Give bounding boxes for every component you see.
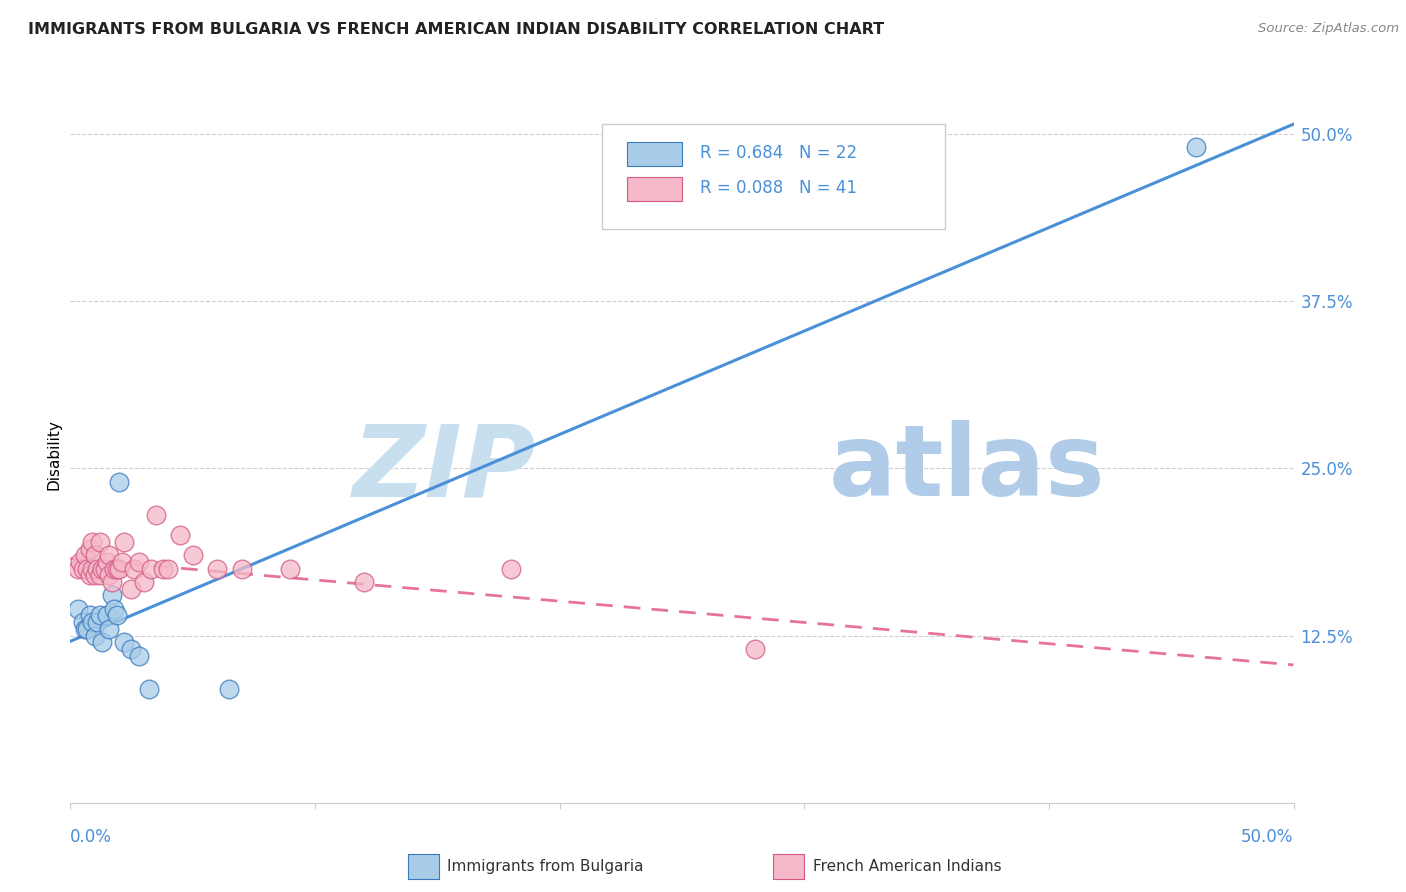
Point [169, 528, 191, 542]
Point [79, 541, 101, 556]
Point [121, 642, 143, 657]
Point [91, 635, 114, 649]
Point [98, 568, 121, 582]
Text: R = 0.684   N = 22: R = 0.684 N = 22 [700, 144, 858, 162]
Point [145, 508, 167, 523]
Point [91, 562, 114, 576]
Point [69, 555, 91, 569]
Point [101, 575, 124, 590]
Point [101, 589, 124, 603]
Point [499, 562, 522, 576]
Point [89, 535, 111, 549]
Point [79, 568, 101, 582]
Point [103, 562, 125, 576]
Text: R = 0.088   N = 41: R = 0.088 N = 41 [700, 178, 858, 197]
Point [98, 622, 121, 636]
Point [152, 562, 174, 576]
Point [83, 548, 105, 563]
Point [103, 602, 125, 616]
Point [79, 608, 101, 623]
Point [138, 681, 160, 696]
FancyBboxPatch shape [602, 124, 945, 229]
Point [98, 548, 121, 563]
Point [121, 582, 143, 596]
Point [205, 562, 228, 576]
Point [108, 475, 131, 489]
Point [280, 562, 302, 576]
Point [89, 568, 111, 582]
Point [89, 608, 111, 623]
Point [112, 635, 135, 649]
Point [96, 608, 118, 623]
Point [82, 535, 104, 549]
Text: atlas: atlas [828, 420, 1105, 517]
Point [76, 562, 98, 576]
Point [128, 648, 150, 663]
Point [83, 568, 105, 582]
Point [83, 628, 105, 642]
Point [231, 562, 253, 576]
Point [93, 562, 115, 576]
FancyBboxPatch shape [627, 177, 682, 201]
Text: 0.0%: 0.0% [70, 828, 112, 846]
Point [82, 562, 104, 576]
Point [86, 562, 108, 576]
Point [72, 615, 94, 630]
Point [157, 562, 180, 576]
Point [96, 555, 118, 569]
Point [111, 555, 134, 569]
Point [181, 548, 204, 563]
Point [105, 562, 128, 576]
Point [82, 615, 104, 630]
Point [112, 535, 135, 549]
Point [66, 562, 89, 576]
Point [108, 562, 131, 576]
Point [122, 562, 145, 576]
Text: 50.0%: 50.0% [1241, 828, 1294, 846]
Point [132, 575, 155, 590]
Text: Immigrants from Bulgaria: Immigrants from Bulgaria [447, 859, 644, 873]
Text: IMMIGRANTS FROM BULGARIA VS FRENCH AMERICAN INDIAN DISABILITY CORRELATION CHART: IMMIGRANTS FROM BULGARIA VS FRENCH AMERI… [28, 22, 884, 37]
FancyBboxPatch shape [627, 142, 682, 166]
Text: Source: ZipAtlas.com: Source: ZipAtlas.com [1258, 22, 1399, 36]
Point [66, 602, 89, 616]
Point [86, 615, 108, 630]
Text: ZIP: ZIP [352, 420, 536, 517]
Y-axis label: Disability: Disability [46, 419, 62, 491]
Point [72, 562, 94, 576]
Point [73, 622, 96, 636]
Point [139, 562, 162, 576]
Point [128, 555, 150, 569]
Point [744, 642, 766, 657]
Text: French American Indians: French American Indians [813, 859, 1001, 873]
Point [105, 608, 128, 623]
Point [73, 548, 96, 563]
Point [1184, 140, 1206, 154]
Point [218, 681, 240, 696]
Point [353, 575, 375, 590]
Point [76, 622, 98, 636]
